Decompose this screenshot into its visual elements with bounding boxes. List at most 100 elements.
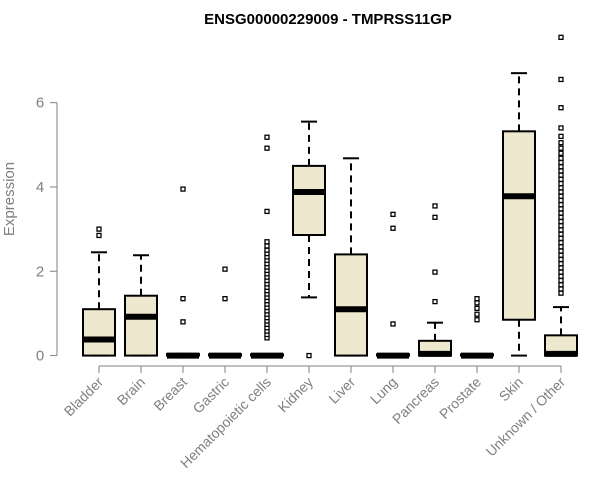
outlier-point <box>558 145 564 151</box>
outlier-point <box>558 239 564 246</box>
outlier-point <box>390 225 396 231</box>
outlier-point <box>558 248 564 254</box>
box-kidney <box>292 120 326 359</box>
outlier-point <box>558 286 564 292</box>
chart-title: ENSG00000229009 - TMPRSS11GP <box>204 11 452 28</box>
outlier-point <box>432 269 438 275</box>
outlier-point <box>558 159 564 166</box>
outlier-point <box>558 76 564 83</box>
outlier-point <box>558 172 564 178</box>
x-tick-label-liver: Liver <box>325 374 358 407</box>
outlier-point <box>558 206 564 212</box>
outlier-point <box>558 125 564 131</box>
box-skin <box>502 72 536 357</box>
outlier-point <box>558 155 564 161</box>
outlier-point <box>558 105 564 111</box>
box-bladder <box>82 226 116 357</box>
outlier-point <box>558 218 564 225</box>
outlier-point <box>96 232 102 239</box>
x-tick-label-bladder: Bladder <box>61 374 107 420</box>
outlier-point <box>558 150 564 156</box>
outlier-point <box>558 244 564 250</box>
outlier-point <box>432 298 438 305</box>
outlier-point <box>474 300 480 306</box>
outlier-point <box>558 140 564 146</box>
outlier-point <box>558 189 564 195</box>
outlier-point <box>558 277 564 284</box>
box-unknown-other <box>544 34 578 357</box>
box-liver <box>334 157 368 357</box>
outlier-point <box>558 214 564 220</box>
outlier-point <box>558 164 564 170</box>
y-tick-label-4: 4 <box>36 179 44 196</box>
outlier-point <box>558 290 564 296</box>
outlier-point <box>264 247 270 253</box>
outlier-point <box>180 296 186 302</box>
outlier-point <box>558 133 564 140</box>
outlier-point <box>264 134 270 140</box>
outlier-point <box>96 226 102 232</box>
outlier-point <box>432 203 438 209</box>
outlier-point <box>558 282 564 288</box>
box-breast <box>166 186 200 359</box>
outlier-point <box>558 231 564 237</box>
outlier-point <box>558 269 564 275</box>
box-hematopoietic-cells <box>250 134 284 359</box>
iqr-box <box>334 253 368 357</box>
iqr-box <box>502 130 536 321</box>
x-tick-label-skin: Skin <box>496 374 527 405</box>
outlier-point <box>390 321 396 327</box>
box-gastric <box>208 266 242 359</box>
outlier-point <box>474 311 480 317</box>
box-pancreas <box>418 203 452 357</box>
y-tick-label-2: 2 <box>36 263 44 280</box>
x-tick-label-breast: Breast <box>150 374 190 414</box>
x-tick-label-kidney: Kidney <box>275 374 317 416</box>
outlier-point <box>558 210 564 216</box>
outlier-point <box>222 266 228 272</box>
x-tick-label-unknown-other: Unknown / Other <box>483 374 569 460</box>
outlier-point <box>180 319 186 325</box>
outlier-point <box>558 261 564 267</box>
outlier-point <box>306 352 312 359</box>
x-tick-label-pancreas: Pancreas <box>389 374 442 427</box>
y-tick-label-0: 0 <box>36 348 44 365</box>
outlier-point <box>558 202 564 208</box>
box-lung <box>376 211 410 359</box>
outlier-point <box>474 305 480 312</box>
box-prostate <box>460 296 494 359</box>
x-tick-label-brain: Brain <box>114 374 148 408</box>
iqr-box <box>124 294 158 357</box>
outlier-point <box>558 180 564 187</box>
outlier-point <box>264 208 270 215</box>
outlier-point <box>558 193 564 199</box>
outlier-point <box>558 168 564 174</box>
outlier-point <box>432 214 438 220</box>
outlier-point <box>180 186 186 192</box>
outlier-point <box>474 296 480 302</box>
outlier-point <box>222 296 228 302</box>
outlier-point <box>264 243 270 249</box>
outlier-point <box>558 235 564 242</box>
outlier-point <box>558 197 564 204</box>
y-axis: 0 2 4 6 <box>36 95 58 365</box>
box-brain <box>124 254 158 357</box>
outlier-point <box>390 211 396 218</box>
outlier-point <box>558 185 564 191</box>
outlier-point <box>558 265 564 271</box>
x-tick-label-prostate: Prostate <box>436 374 484 422</box>
outlier-point <box>264 145 270 151</box>
outlier-point <box>558 223 564 229</box>
outlier-point <box>558 34 564 40</box>
outlier-point <box>264 239 270 245</box>
outlier-point <box>558 252 564 258</box>
y-tick-label-6: 6 <box>36 95 44 112</box>
outlier-point <box>474 317 480 323</box>
boxes-layer <box>82 34 578 359</box>
outlier-point <box>558 227 564 233</box>
outlier-point <box>558 256 564 263</box>
iqr-box <box>292 164 326 237</box>
outlier-point <box>558 273 564 279</box>
